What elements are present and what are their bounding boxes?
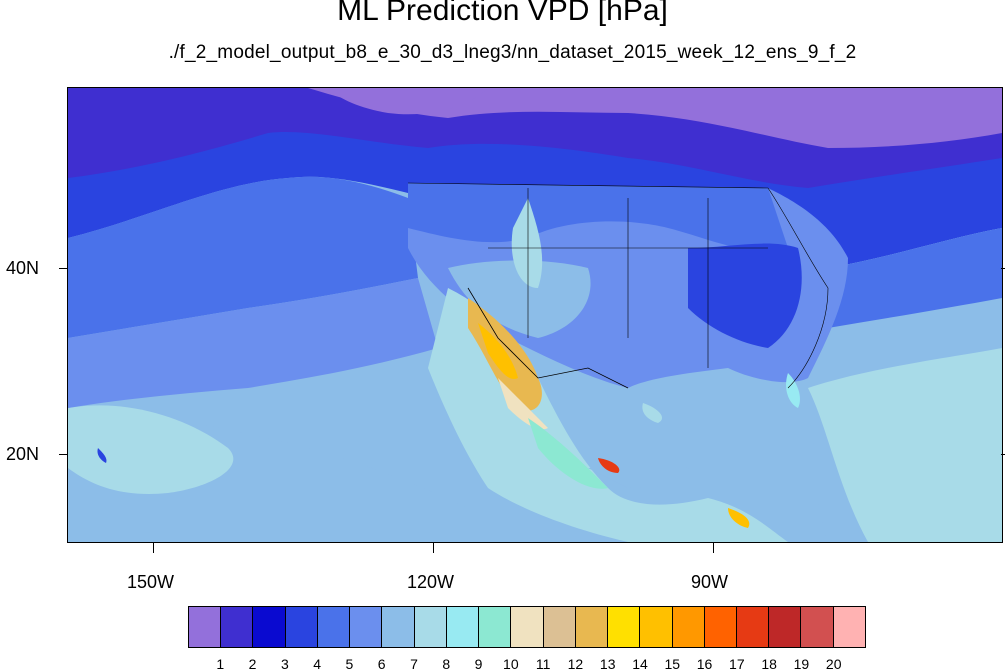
lat-tick-20n [59, 454, 67, 455]
colorbar-box-1 [221, 607, 254, 647]
colorbar-label-20: 20 [825, 656, 842, 672]
map-panel [67, 87, 1003, 543]
colorbar-label-8: 8 [442, 656, 451, 672]
colorbar-box-7 [414, 607, 447, 647]
lat-tick-20n-right [1001, 454, 1005, 455]
colorbar-box-19 [801, 607, 834, 647]
colorbar-label-11: 11 [535, 656, 551, 672]
colorbar-label-6: 6 [377, 656, 386, 672]
lon-tick-90w [713, 543, 714, 553]
colorbar-box-18 [769, 607, 802, 647]
colorbar-box-5 [350, 607, 383, 647]
colorbar-box-10 [511, 607, 544, 647]
colorbar-box-2 [253, 607, 286, 647]
colorbar-labels: 1 2 3 4 5 6 7 8 9 10 11 12 13 14 15 16 17 18 19 20 [188, 656, 866, 672]
colorbar-label-19: 19 [793, 656, 810, 672]
colorbar-box-3 [285, 607, 318, 647]
colorbar-box-4 [317, 607, 351, 647]
colorbar-box-13 [608, 607, 641, 647]
colorbar-label-17: 17 [729, 656, 745, 672]
colorbar-box-16 [704, 607, 737, 647]
lat-tick-40n [59, 268, 67, 269]
colorbar-box-15 [672, 607, 705, 647]
colorbar-label-10: 10 [503, 656, 519, 672]
colorbar-box-0 [189, 607, 222, 647]
colorbar-label-3: 3 [280, 656, 289, 672]
colorbar-label-12: 12 [567, 656, 584, 672]
colorbar-label-15: 15 [664, 656, 681, 672]
map-title: ML Prediction VPD [hPa] [337, 0, 668, 27]
lon-tick-120w [433, 543, 434, 553]
lat-label-20n: 20N [6, 444, 40, 464]
colorbar-label-18: 18 [761, 656, 777, 672]
colorbar-box-6 [382, 607, 415, 647]
colorbar-label-5: 5 [345, 656, 354, 672]
colorbar-label-13: 13 [599, 656, 616, 672]
colorbar-box-9 [479, 607, 512, 647]
colorbar-box-11 [543, 607, 576, 647]
vpd-contour-map [68, 88, 1002, 542]
colorbar-label-4: 4 [313, 656, 322, 672]
colorbar-box-14 [640, 607, 673, 647]
colorbar-label-14: 14 [632, 656, 648, 672]
colorbar-box-12 [575, 607, 609, 647]
lon-label-90w: 90W [691, 572, 729, 592]
lon-tick-150w [153, 543, 154, 553]
lon-label-120w: 120W [407, 572, 455, 592]
lat-tick-40n-right [1001, 268, 1005, 269]
lon-label-150w: 150W [127, 572, 175, 592]
lat-label-40n: 40N [6, 258, 40, 278]
colorbar-box-8 [446, 607, 480, 647]
colorbar-box-20 [833, 607, 865, 647]
colorbar-label-1: 1 [216, 656, 225, 672]
colorbar-box-17 [736, 607, 770, 647]
colorbar-label-2: 2 [248, 656, 257, 672]
colorbar-label-7: 7 [410, 656, 418, 672]
colorbar-label-16: 16 [696, 656, 713, 672]
colorbar [188, 606, 866, 648]
colorbar-label-9: 9 [474, 656, 483, 672]
map-subtitle: ./f_2_model_output_b8_e_30_d3_lneg3/nn_d… [168, 42, 857, 63]
